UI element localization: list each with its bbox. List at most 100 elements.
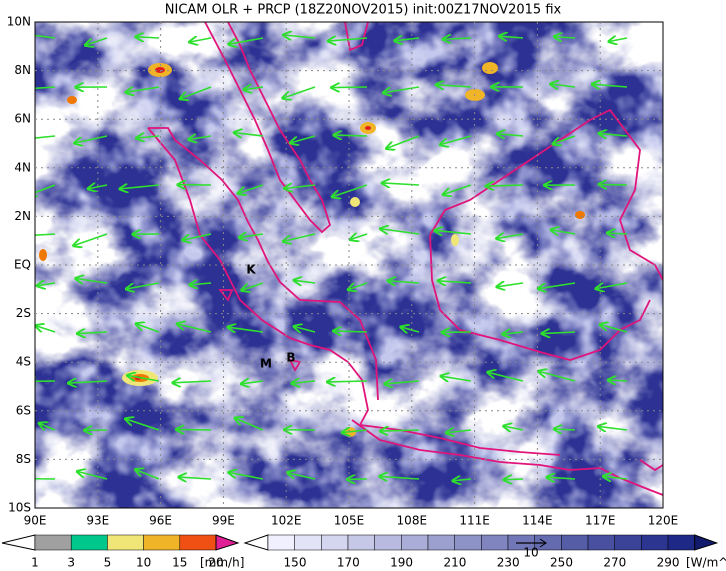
colorbar-segment [454,534,482,551]
lat-label: 2N [14,209,31,223]
colorbar-segment [143,534,181,551]
wind-arrow [180,86,212,99]
wind-arrow [599,133,628,136]
wind-arrow [229,472,264,480]
wind-arrow [538,282,576,289]
colorbar-segment [401,534,429,551]
wind-arrow [35,34,56,39]
colorbar-segment [427,534,455,551]
wind-arrow [600,324,628,333]
wind-arrow [553,135,576,144]
wind-arrow [283,233,316,241]
precip-cells [39,62,585,437]
lon-label: 99E [212,514,235,528]
colorbar-segment [587,534,615,551]
colorbar-label: 5 [104,556,112,570]
wind-arrow [291,135,316,143]
colorbar-label: 290 [657,556,680,570]
wind-arrow [547,477,576,479]
wind-arrow [388,281,420,283]
colorbar-end [243,534,269,551]
wind-arrow [35,184,56,195]
wind-arrow [440,135,472,145]
wind-arrow [328,381,368,382]
wind-arrow [177,324,212,333]
wind-vectors [35,34,628,481]
colorbar-segment [294,534,322,551]
wind-arrow [78,332,108,334]
colorbar-segment [561,534,589,551]
wind-arrow [350,234,368,240]
wind-arrow [328,38,368,41]
lon-label: 90E [24,514,47,528]
wind-arrow [443,184,472,195]
colorbar-label: 190 [390,556,413,570]
wind-arrow [190,283,212,285]
wind-arrow [242,282,264,290]
wind-arrow [382,183,420,185]
wind-arrow [283,86,316,98]
title: NICAM OLR + PRCP (18Z20NOV2015) init:00Z… [165,3,562,18]
wind-arrow [500,36,524,38]
colorbar-end [1,534,36,551]
colorbar-segment [267,534,295,551]
wind-arrow [604,476,628,479]
graticule [35,22,663,508]
wind-arrow [126,419,160,431]
colorbar-segment [70,534,108,551]
wind-arrow [234,133,264,136]
wind-arrow [504,479,524,480]
colorbar-label: 170 [337,556,360,570]
lat-label: 8N [14,63,31,77]
lon-label: 93E [86,514,109,528]
lon-label: 105E [334,514,365,528]
lon-label: 102E [271,514,302,528]
wind-arrow [383,86,420,93]
lon-label: 117E [585,514,616,528]
wind-arrow [592,84,628,87]
wind-arrow [441,376,472,381]
wind-arrow [381,229,420,235]
wind-arrow [137,136,160,138]
coastlines [147,22,663,496]
wind-arrow [179,477,212,479]
lat-label: 6N [14,112,31,126]
wind-arrow [189,136,212,140]
wind-arrow [551,84,576,87]
lon-label: 120E [648,514,679,528]
wind-arrow [284,35,316,38]
wind-arrow [497,283,524,287]
wind-arrow [183,233,212,240]
place-label: B [286,351,295,365]
colorbar-unit: [W/m^2] [686,556,726,570]
wind-arrow [136,37,160,38]
wind-arrow [238,184,264,193]
lat-label: 4S [16,355,31,369]
wind-arrow [436,85,472,87]
wind-arrow [173,381,212,383]
wind-arrow [76,279,108,283]
wind-arrow [486,185,524,186]
wind-arrow [596,282,628,289]
wind-arrow [292,381,316,383]
wind-arrow [539,371,576,382]
wind-arrow [334,331,368,332]
wind-arrow [555,37,576,38]
lon-label: 114E [522,514,553,528]
wind-arrow [503,332,524,334]
wind-arrow [229,37,264,44]
wind-arrow [239,234,264,238]
wind-arrow [190,38,212,42]
wind-arrow [120,185,160,189]
colorbar-label: 1 [31,556,39,570]
wind-arrow [497,134,524,136]
wind-arrow [334,135,368,136]
colorbar-unit: [mm/h] [200,556,244,570]
wind-arrow [136,324,160,333]
colorbar-segment [179,534,217,551]
wind-arrow [244,87,264,90]
wind-arrow [74,233,108,246]
wind-arrow [342,430,368,432]
